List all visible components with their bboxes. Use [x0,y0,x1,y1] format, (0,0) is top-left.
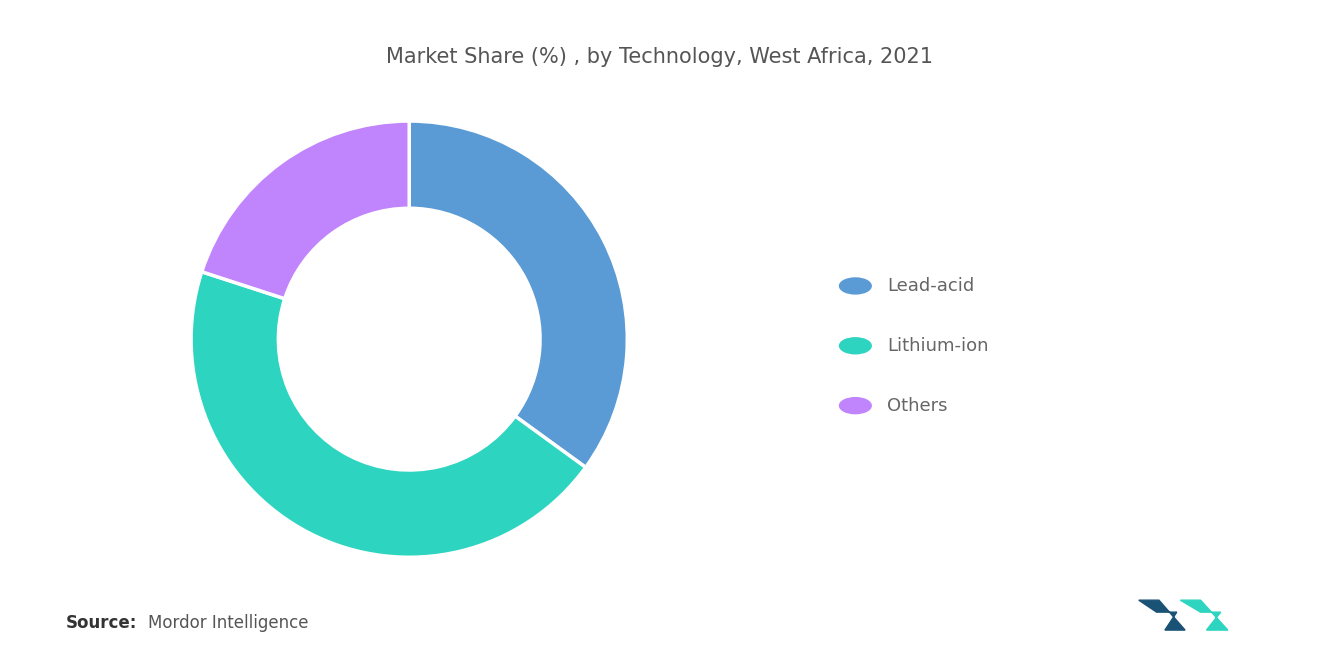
Text: Market Share (%) , by Technology, West Africa, 2021: Market Share (%) , by Technology, West A… [387,47,933,66]
Text: Others: Others [887,396,948,415]
Text: Lead-acid: Lead-acid [887,277,974,295]
Text: Mordor Intelligence: Mordor Intelligence [148,614,309,632]
Wedge shape [191,272,586,557]
Polygon shape [1139,600,1185,630]
Text: Source:: Source: [66,614,137,632]
Polygon shape [1180,600,1228,630]
Text: Lithium-ion: Lithium-ion [887,336,989,355]
Wedge shape [202,121,409,299]
Wedge shape [409,121,627,467]
